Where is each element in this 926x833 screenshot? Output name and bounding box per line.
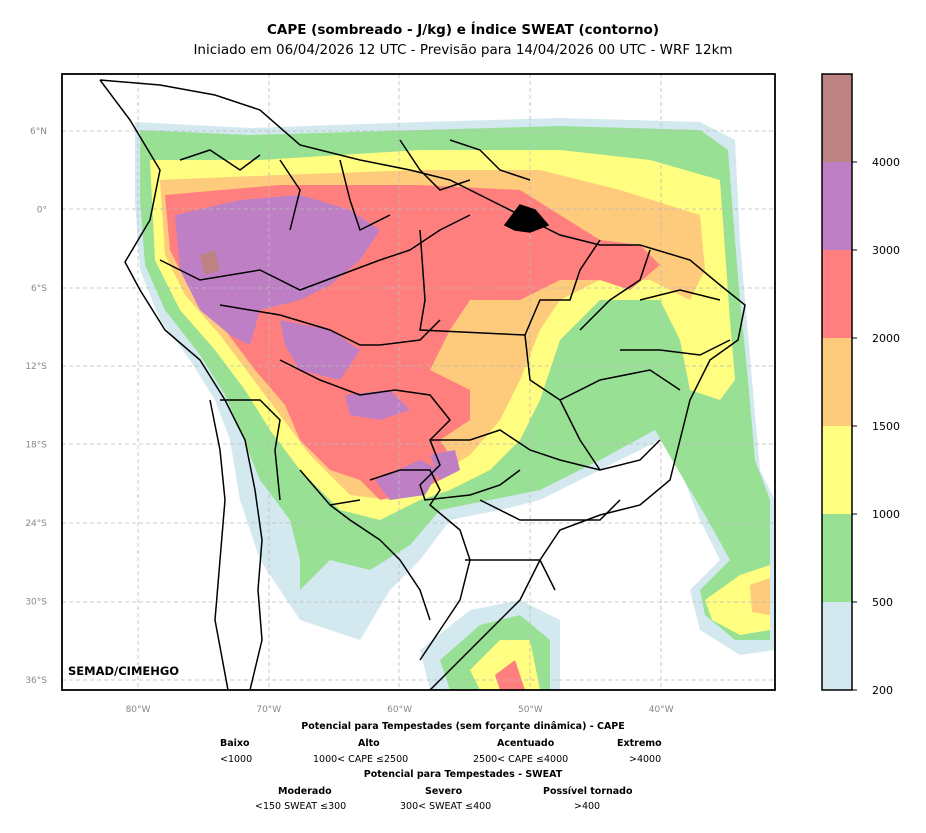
colorbar-frame (821, 73, 853, 691)
country-border (639, 289, 721, 301)
country-border (220, 399, 281, 501)
country-border (279, 159, 301, 231)
longitude-tick-label: 50°W (518, 705, 543, 715)
country-border (579, 249, 651, 331)
cape-category-label: Extremo (617, 738, 662, 749)
colorbar-segment (822, 602, 852, 690)
country-border (479, 499, 621, 521)
sweat-category-label: Moderado (278, 786, 332, 797)
cape-category-label: Baixo (220, 738, 250, 749)
longitude-tick-label: 80°W (126, 705, 151, 715)
country-border (430, 429, 661, 471)
cape-category-range: >4000 (629, 754, 662, 765)
cape-category-range: 2500< CAPE ≤4000 (473, 754, 569, 765)
country-border (449, 139, 531, 181)
borders (99, 79, 746, 690)
map-title: CAPE (sombreado - J/kg) e Índice SWEAT (… (267, 22, 659, 38)
latitude-ticks: 6°N 0° 6°S 12°S 18°S 24°S 30°S 36°S (25, 127, 47, 686)
colorbar-segment (822, 250, 852, 338)
country-border (419, 229, 681, 401)
country-border (620, 339, 731, 356)
country-border (399, 139, 471, 191)
latitude-tick-label: 18°S (25, 441, 47, 451)
country-border (299, 469, 361, 506)
latitude-tick-label: 6°N (30, 127, 47, 137)
cape-band-1500 (750, 578, 770, 615)
colorbar-tick-label: 3000 (872, 244, 900, 257)
latitude-tick-label: 36°S (25, 676, 47, 686)
graticule (62, 74, 775, 690)
colorbar-tick-label: 200 (872, 684, 893, 697)
cape-category-label: Acentuado (497, 738, 555, 749)
latitude-tick-label: 24°S (25, 519, 47, 529)
cape-band-1000 (470, 640, 540, 690)
longitude-ticks: 80°W 70°W 60°W 50°W 40°W (126, 705, 674, 715)
cape-legend-title: Potencial para Tempestades (sem forçante… (301, 721, 625, 732)
cape-band-3000 (175, 195, 380, 345)
country-border (329, 504, 431, 621)
cape-band-2000 (495, 660, 525, 690)
country-border (369, 469, 471, 661)
map-subtitle: Iniciado em 06/04/2026 12 UTC - Previsão… (193, 42, 733, 58)
cape-band-1000 (705, 565, 770, 635)
cape-category-label: Alto (358, 738, 380, 749)
sweat-category-range: >400 (574, 801, 601, 812)
country-border (219, 304, 441, 346)
longitude-tick-label: 60°W (387, 705, 412, 715)
sweat-legend-title: Potencial para Tempestades - SWEAT (363, 769, 563, 780)
amazon-delta (503, 204, 550, 233)
sweat-category-label: Possível tornado (543, 786, 633, 797)
country-border (159, 214, 471, 291)
sweat-category-label: Severo (425, 786, 463, 797)
colorbar-tick-label: 2000 (872, 332, 900, 345)
country-border (524, 239, 601, 336)
colorbar-segment (822, 74, 852, 162)
cape-band-3000 (345, 390, 410, 420)
cape-field (135, 118, 775, 690)
colorbar: 200 500 1000 1500 2000 3000 4000 (821, 73, 900, 697)
map-frame (61, 73, 776, 691)
country-border (339, 159, 391, 232)
latitude-tick-label: 0° (37, 205, 47, 215)
colorbar-tick-label: 4000 (872, 156, 900, 169)
andes (209, 399, 229, 690)
latitude-tick-label: 6°S (31, 284, 47, 294)
latitude-tick-label: 12°S (25, 362, 47, 372)
coastline-west (99, 79, 263, 690)
longitude-tick-label: 70°W (256, 705, 281, 715)
cape-category-range: 1000< CAPE ≤2500 (313, 754, 409, 765)
colorbar-tick-label: 1500 (872, 420, 900, 433)
colorbar-tick-label: 500 (872, 596, 893, 609)
colorbar-segment (822, 426, 852, 514)
cape-band-3000 (280, 320, 360, 380)
longitude-tick-label: 40°W (649, 705, 674, 715)
sweat-category-range: 300< SWEAT ≤400 (400, 801, 492, 812)
colorbar-tick-label: 1000 (872, 508, 900, 521)
cape-category-range: <1000 (220, 754, 253, 765)
colorbar-segment (822, 162, 852, 250)
sweat-category-range: <150 SWEAT ≤300 (255, 801, 347, 812)
colorbar-segment (822, 338, 852, 426)
country-border (465, 559, 556, 591)
latitude-tick-label: 30°S (25, 597, 47, 607)
colorbar-segment (822, 514, 852, 602)
credit-label: SEMAD/CIMEHGO (68, 664, 179, 678)
country-border (559, 399, 601, 471)
country-border (179, 149, 261, 171)
coastline (99, 79, 746, 690)
cape-band-4000 (200, 250, 220, 275)
